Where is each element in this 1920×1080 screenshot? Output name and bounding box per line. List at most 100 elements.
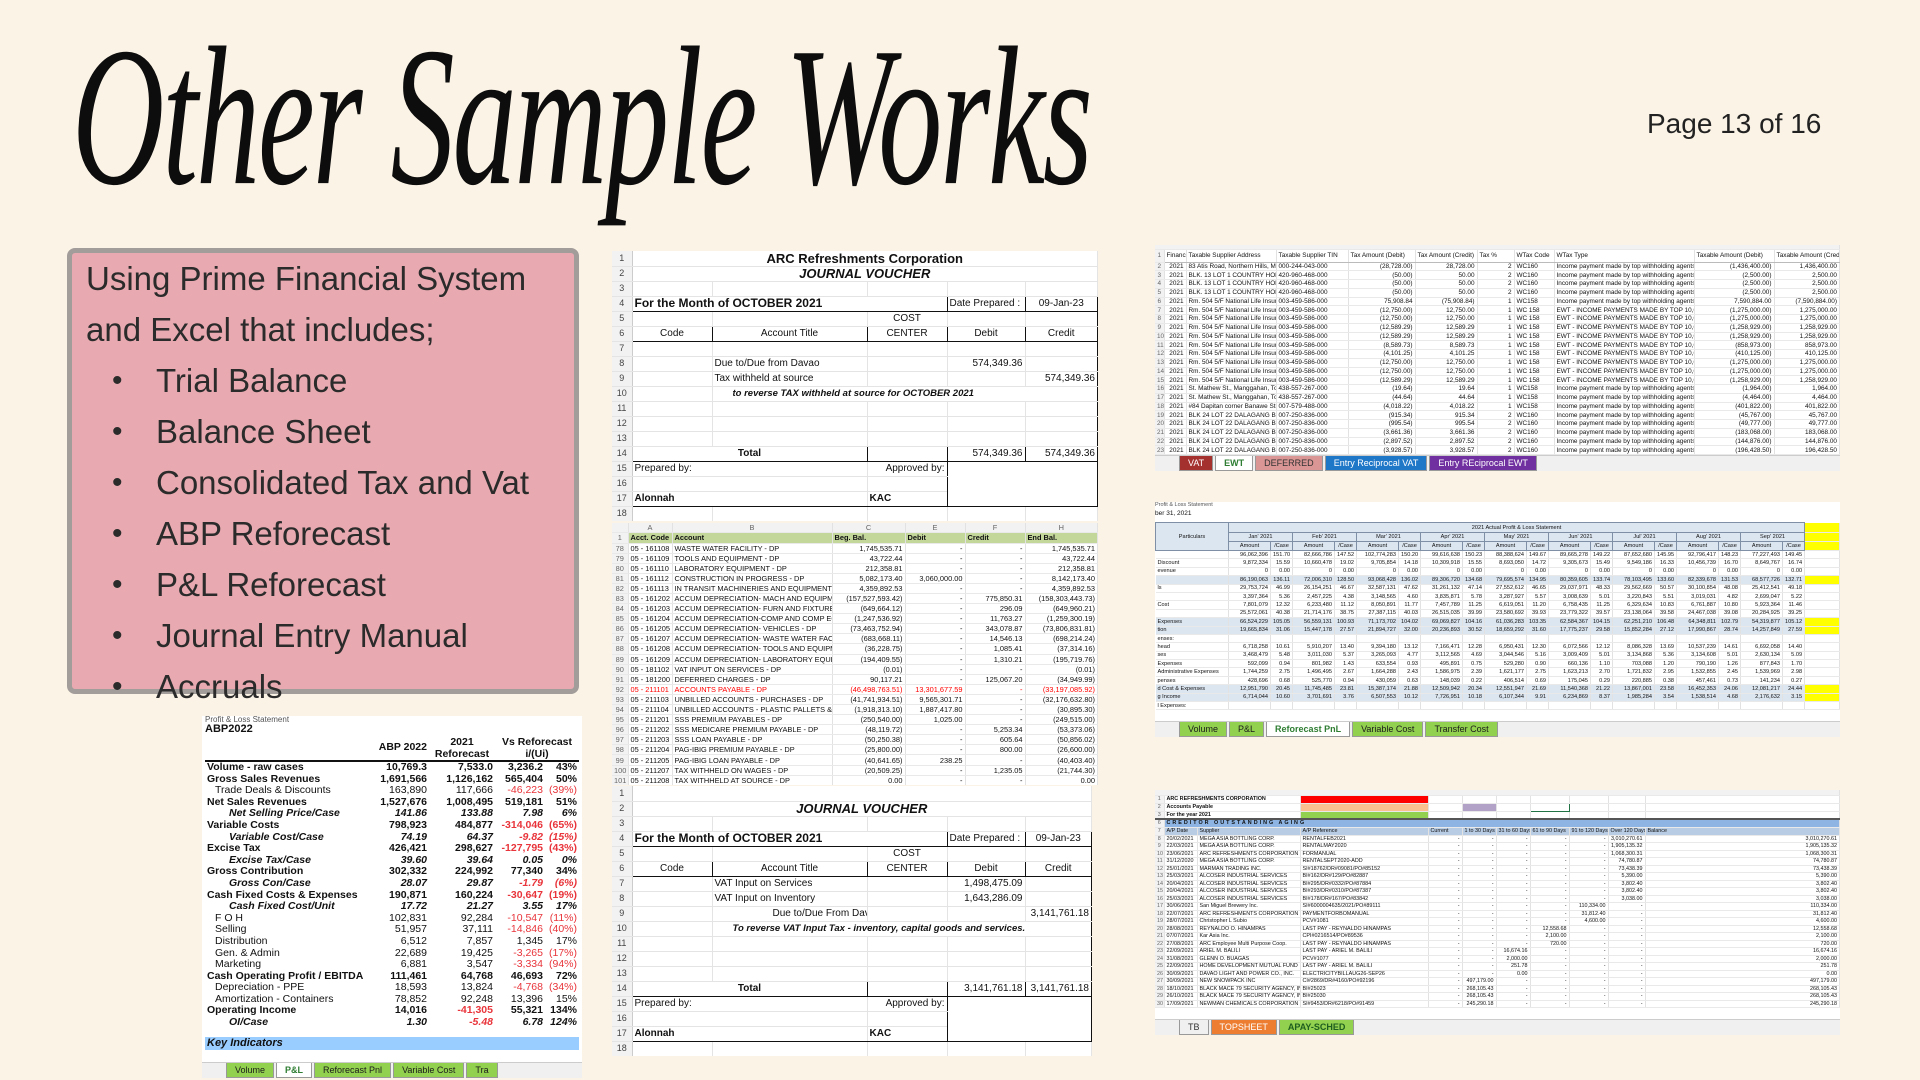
sheet-tab[interactable]: Transfer Cost	[1425, 722, 1498, 737]
cell[interactable]: 1,745,535.71	[832, 543, 906, 554]
cell[interactable]: 90,117.21	[832, 674, 906, 685]
sheet-tab[interactable]: Reforecast PnL	[1266, 722, 1351, 737]
cell[interactable]: 8,142,173.40	[1025, 573, 1098, 584]
cell[interactable]: (37,314.16)	[1025, 643, 1098, 655]
cell[interactable]: -	[965, 553, 1026, 564]
cell[interactable]: -	[905, 724, 966, 736]
cell[interactable]: (48,119.72)	[832, 724, 906, 736]
cell[interactable]: 1,887,417.80	[905, 704, 966, 716]
cell[interactable]: -	[905, 643, 966, 655]
cell[interactable]: (73,463,752.94)	[832, 623, 906, 635]
cell[interactable]: (50,250.38)	[832, 734, 906, 746]
cell[interactable]: -	[965, 543, 1026, 554]
cell[interactable]: 11,763.27	[965, 613, 1026, 625]
cell[interactable]: 1,085.41	[965, 643, 1026, 655]
cell[interactable]: -	[905, 553, 966, 564]
cell[interactable]: -	[965, 754, 1026, 766]
cell[interactable]: -	[905, 543, 966, 554]
cell[interactable]: (1,247,536.92)	[832, 613, 906, 625]
cell[interactable]: -	[965, 714, 1026, 726]
sheet-tab[interactable]: TB	[1179, 1020, 1209, 1035]
sheet-tab[interactable]: Reforecast Pnl	[314, 1063, 392, 1078]
cell[interactable]: 238.25	[905, 754, 966, 766]
cell[interactable]: (1,918,313.10)	[832, 704, 906, 716]
cell[interactable]: -	[905, 765, 966, 776]
cell[interactable]: (73,806,831.81)	[1025, 623, 1098, 635]
cell[interactable]: 14,546.13	[965, 633, 1026, 645]
cell[interactable]: -	[905, 744, 966, 756]
cell[interactable]: -	[905, 613, 966, 625]
cell[interactable]: (30,895.30)	[1025, 704, 1098, 716]
cell[interactable]: (50,856.02)	[1025, 734, 1098, 746]
sheet-tab[interactable]: Entry REciprocal EWT	[1429, 456, 1537, 471]
sheet-tab[interactable]: Volume	[1179, 722, 1228, 737]
cell[interactable]: -	[905, 623, 966, 635]
cell[interactable]: (0.01)	[832, 664, 906, 675]
sheet-tab[interactable]: VAT	[1179, 456, 1214, 471]
cell[interactable]: (20,509.25)	[832, 765, 906, 776]
cell[interactable]: -	[905, 593, 966, 605]
cell[interactable]: 605.64	[965, 734, 1026, 746]
cell[interactable]: -	[905, 633, 966, 645]
sheet-tab[interactable]: Variable Cost	[393, 1063, 465, 1078]
cell[interactable]: (26,600.00)	[1025, 744, 1098, 756]
cell[interactable]: (0.01)	[1025, 664, 1098, 675]
cell[interactable]: 0.00	[1025, 775, 1098, 785]
cell[interactable]: (158,303,443.73)	[1025, 593, 1098, 605]
cell[interactable]: -	[905, 734, 966, 746]
cell[interactable]: -	[905, 603, 966, 615]
cell[interactable]: 4,359,892.53	[832, 583, 906, 594]
cell[interactable]: -	[965, 664, 1026, 675]
cell[interactable]: -	[905, 583, 966, 594]
cell[interactable]: (36,228.75)	[832, 643, 906, 655]
cell[interactable]: (46,498,763.51)	[832, 684, 906, 695]
cell[interactable]: -	[905, 563, 966, 574]
cell[interactable]: -	[905, 674, 966, 685]
cell[interactable]: (34,949.99)	[1025, 674, 1098, 685]
sheet-tab[interactable]: P&L	[1229, 722, 1265, 737]
cell[interactable]: -	[905, 664, 966, 675]
cell[interactable]: -	[965, 573, 1026, 584]
cell[interactable]: 4,359,892.53	[1025, 583, 1098, 594]
cell[interactable]: (40,403.40)	[1025, 754, 1098, 766]
sheet-tab[interactable]: Entry Reciprocal VAT	[1324, 456, 1428, 471]
cell[interactable]: (33,197,085.92)	[1025, 684, 1098, 695]
cell[interactable]: (53,373.06)	[1025, 724, 1098, 736]
sheet-tab[interactable]: Tra	[466, 1063, 498, 1078]
cell[interactable]: (683,668.11)	[832, 633, 906, 645]
cell[interactable]: 343,078.87	[965, 623, 1026, 635]
cell[interactable]: (40,641.65)	[832, 754, 906, 766]
cell[interactable]: -	[965, 563, 1026, 574]
cell[interactable]: (1,259,300.19)	[1025, 613, 1098, 625]
cell[interactable]: 800.00	[965, 744, 1026, 756]
cell[interactable]: 212,358.81	[832, 563, 906, 574]
cell[interactable]: (32,176,632.80)	[1025, 694, 1098, 706]
sheet-tab[interactable]: P&L	[276, 1063, 313, 1078]
sheet-tab[interactable]: Variable Cost	[1352, 722, 1424, 737]
cell[interactable]: 3,060,000.00	[905, 573, 966, 584]
sheet-tab[interactable]: Volume	[226, 1063, 275, 1078]
cell[interactable]: 125,067.20	[965, 674, 1026, 685]
sheet-tab[interactable]: APAY-SCHED	[1278, 1020, 1355, 1035]
cell[interactable]: (157,527,593.42)	[832, 593, 906, 605]
cell[interactable]: -	[965, 583, 1026, 594]
cell[interactable]: 5,253.34	[965, 724, 1026, 736]
cell[interactable]: 13,301,677.59	[905, 684, 966, 695]
cell[interactable]: (698,214.24)	[1025, 633, 1098, 645]
cell[interactable]: -	[905, 654, 966, 665]
cell[interactable]: -	[965, 775, 1026, 785]
sheet-tab[interactable]: TOPSHEET	[1210, 1020, 1277, 1035]
cell[interactable]: -	[965, 694, 1026, 706]
cell[interactable]: 1,310.21	[965, 654, 1026, 665]
cell[interactable]: 296.09	[965, 603, 1026, 615]
cell[interactable]: (249,515.00)	[1025, 714, 1098, 726]
cell[interactable]: (649,960.21)	[1025, 603, 1098, 615]
cell[interactable]: (649,664.12)	[832, 603, 906, 615]
cell[interactable]: 43,722.44	[832, 553, 906, 564]
cell[interactable]: (25,800.00)	[832, 744, 906, 756]
cell[interactable]: (41,741,934.51)	[832, 694, 906, 706]
cell[interactable]: -	[965, 684, 1026, 695]
cell[interactable]: 1,235.05	[965, 765, 1026, 776]
cell[interactable]: (195,719.76)	[1025, 654, 1098, 665]
cell[interactable]: 5,082,173.40	[832, 573, 906, 584]
